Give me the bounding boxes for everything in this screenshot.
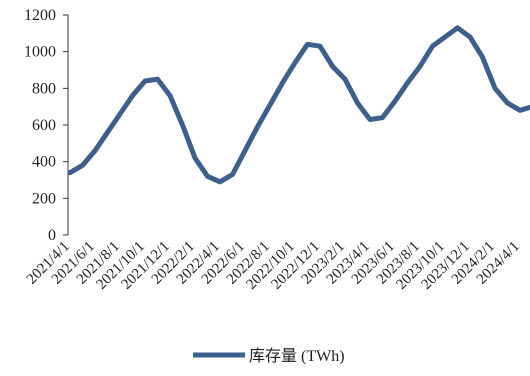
y-tick-label: 400	[32, 154, 56, 171]
y-tick-label: 600	[32, 117, 56, 134]
y-tick-label: 1200	[24, 7, 56, 24]
y-tick-label: 1000	[24, 44, 56, 61]
line	[67, 25, 530, 185]
y-tick-label: 800	[32, 80, 56, 97]
y-tick-label: 0	[48, 227, 56, 244]
y-tick-label: 200	[32, 190, 56, 207]
legend-label: 库存量 (TWh)	[249, 347, 345, 365]
